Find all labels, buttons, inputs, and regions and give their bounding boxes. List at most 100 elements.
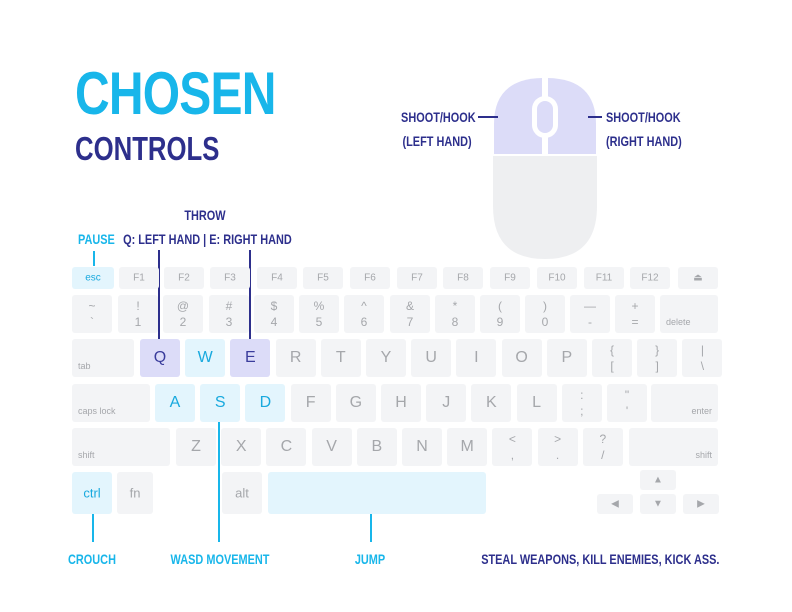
key-fn[interactable]: fn <box>117 472 153 514</box>
key-u[interactable]: U <box>411 339 452 377</box>
key-2[interactable]: @2 <box>163 295 203 333</box>
key-\[interactable]: | \ <box>682 339 723 377</box>
key-ctrl[interactable]: ctrl <box>72 472 112 514</box>
key-label: Q <box>153 349 167 366</box>
key-3[interactable]: #3 <box>209 295 249 333</box>
key-5[interactable]: % 5 <box>299 295 339 333</box>
arrow-up-icon: ▲ <box>653 474 663 486</box>
key-b[interactable]: B <box>356 428 397 466</box>
key-n[interactable]: N <box>402 428 442 466</box>
key-f2[interactable]: F2 <box>164 267 204 289</box>
key-'[interactable]: " ' <box>607 384 647 422</box>
movement-connector <box>218 422 220 542</box>
key-h[interactable]: H <box>381 384 421 422</box>
key-f11[interactable]: F11 <box>584 267 624 289</box>
key-right-shift[interactable]: shift <box>629 428 718 466</box>
key-label: V <box>326 438 337 455</box>
key-base-symbol: 9 <box>496 315 504 329</box>
key-spacebar[interactable] <box>268 472 486 514</box>
key-r[interactable]: R <box>275 339 316 377</box>
key-k[interactable]: K <box>471 384 512 422</box>
key-f5[interactable]: F5 <box>303 267 343 289</box>
key-shift-symbol: $ <box>270 299 278 313</box>
key-;[interactable]: :; <box>561 384 602 422</box>
key-y[interactable]: Y <box>366 339 406 377</box>
key-d[interactable]: D <box>245 384 286 422</box>
key-f[interactable]: F <box>290 384 331 422</box>
key-caps-lock[interactable]: caps lock <box>72 384 150 422</box>
key-f7[interactable]: F7 <box>397 267 437 289</box>
key-c[interactable]: C <box>266 428 307 466</box>
key-arrow-up[interactable]: ▲ <box>640 470 676 490</box>
key-delete[interactable]: delete <box>660 295 718 333</box>
key-alt[interactable]: alt <box>222 472 262 514</box>
key-i[interactable]: I <box>456 339 497 377</box>
key-8[interactable]: * 8 <box>435 295 475 333</box>
key-label: D <box>259 394 272 411</box>
key-label: enter <box>691 406 712 416</box>
key-right-enter[interactable]: enter <box>651 384 718 422</box>
throw-e-connector <box>249 250 251 340</box>
mouse-right-label: SHOOT/HOOK <box>606 109 681 125</box>
key-f10[interactable]: F10 <box>537 267 577 289</box>
key-p[interactable]: P <box>546 339 587 377</box>
key-l[interactable]: L <box>516 384 557 422</box>
mouse-left-connector <box>478 116 498 118</box>
key-6[interactable]: ^ 6 <box>344 295 384 333</box>
key-a[interactable]: A <box>155 384 195 422</box>
key-label: H <box>395 394 407 411</box>
key-shift[interactable]: shift <box>72 428 170 466</box>
key-w[interactable]: W <box>185 339 226 377</box>
movement-label: WASD MOVEMENT <box>170 551 270 567</box>
key-.[interactable]: >. <box>537 428 578 466</box>
key--[interactable]: — - <box>570 295 610 333</box>
mouse-left-label-sub: (LEFT HAND) <box>402 133 472 149</box>
key-arrow-left[interactable]: ◀ <box>597 494 633 514</box>
key-f1[interactable]: F1 <box>119 267 159 289</box>
key-m[interactable]: M <box>447 428 488 466</box>
key-4[interactable]: $4 <box>254 295 294 333</box>
key-x[interactable]: X <box>221 428 262 466</box>
page-title: CHOSEN <box>75 60 276 127</box>
key-v[interactable]: V <box>311 428 352 466</box>
key-tab[interactable]: tab <box>72 339 134 377</box>
key-base-symbol: 1 <box>134 315 142 329</box>
key-f12[interactable]: F12 <box>630 267 670 289</box>
key-g[interactable]: G <box>335 384 376 422</box>
key-`[interactable]: ~ ` <box>72 295 112 333</box>
key-f6[interactable]: F6 <box>350 267 390 289</box>
key-,[interactable]: <, <box>492 428 533 466</box>
key-shift-symbol: ^ <box>361 299 367 313</box>
key-o[interactable]: O <box>501 339 542 377</box>
key-9[interactable]: (9 <box>480 295 520 333</box>
key-esc[interactable]: esc <box>72 267 114 289</box>
key-label: F8 <box>457 272 469 284</box>
key-f9[interactable]: F9 <box>490 267 530 289</box>
key-z[interactable]: Z <box>176 428 216 466</box>
key-arrow-down[interactable]: ▼ <box>640 494 676 514</box>
key-f4[interactable]: F4 <box>257 267 297 289</box>
key-7[interactable]: & 7 <box>390 295 430 333</box>
key-q[interactable]: Q <box>140 339 180 377</box>
key-t[interactable]: T <box>320 339 361 377</box>
key-f8[interactable]: F8 <box>443 267 483 289</box>
key-eject-icon[interactable]: ⏏ <box>678 267 718 289</box>
key-s[interactable]: S <box>200 384 241 422</box>
key-base-symbol: / <box>601 448 605 462</box>
crouch-connector <box>92 514 94 542</box>
key-e[interactable]: E <box>230 339 271 377</box>
key-base-symbol: . <box>555 448 560 462</box>
key-1[interactable]: ! 1 <box>118 295 158 333</box>
key-j[interactable]: J <box>426 384 467 422</box>
key-=[interactable]: + = <box>615 295 655 333</box>
pause-connector <box>93 251 95 266</box>
key-label: N <box>416 438 428 455</box>
key-[[interactable]: {[ <box>592 339 632 377</box>
key-f3[interactable]: F3 <box>210 267 250 289</box>
key-label: F10 <box>548 272 566 284</box>
key-/[interactable]: ? / <box>582 428 623 466</box>
key-shift-symbol: " <box>624 388 630 402</box>
key-0[interactable]: ) 0 <box>525 295 565 333</box>
key-][interactable]: }] <box>637 339 678 377</box>
key-arrow-right[interactable]: ▶ <box>683 494 719 514</box>
